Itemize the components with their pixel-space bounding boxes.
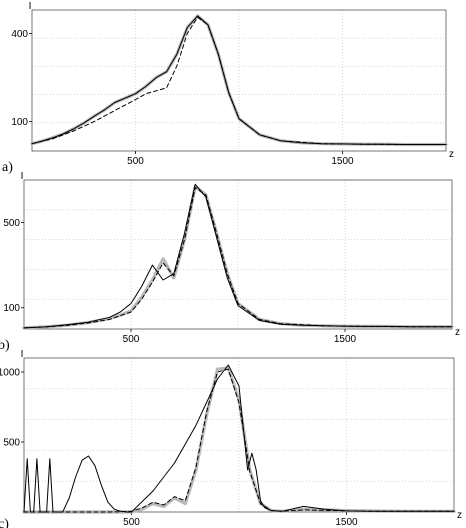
- x-axis-label: z: [449, 149, 454, 160]
- panel-label: b): [0, 338, 10, 353]
- y-axis-label: I: [29, 1, 32, 12]
- x-tick-label: 1500: [331, 156, 354, 167]
- y-tick-label: 500: [3, 218, 20, 229]
- series-line-dashed: [23, 187, 453, 329]
- y-tick-label: 500: [3, 438, 20, 449]
- series-line-thin-black: [23, 364, 455, 513]
- series-line-dashed: [31, 16, 447, 145]
- y-axis-label: I: [21, 171, 24, 182]
- panel-label: a): [2, 160, 13, 175]
- x-tick-label: 500: [127, 156, 144, 167]
- x-tick-label: 1500: [335, 517, 358, 528]
- y-tick-label: 100: [11, 117, 28, 128]
- y-tick-label: 1000: [0, 368, 20, 379]
- series-line-thin-black: [31, 15, 447, 145]
- panel-label: c): [0, 517, 9, 528]
- series-line-thick-gray: [30, 14, 448, 147]
- y-tick-label: 400: [11, 29, 28, 40]
- series-line-dashed: [23, 368, 455, 513]
- x-tick-label: 500: [123, 517, 140, 528]
- plot-frame: [23, 357, 455, 513]
- x-tick-label: 500: [123, 334, 140, 345]
- y-axis-label: I: [21, 349, 24, 360]
- y-tick-label: 100: [3, 303, 20, 314]
- x-tick-label: 1500: [334, 334, 357, 345]
- x-axis-label: z: [457, 510, 462, 521]
- x-axis-label: z: [455, 327, 460, 338]
- plot-frame: [31, 9, 447, 152]
- plot-frame: [23, 179, 453, 330]
